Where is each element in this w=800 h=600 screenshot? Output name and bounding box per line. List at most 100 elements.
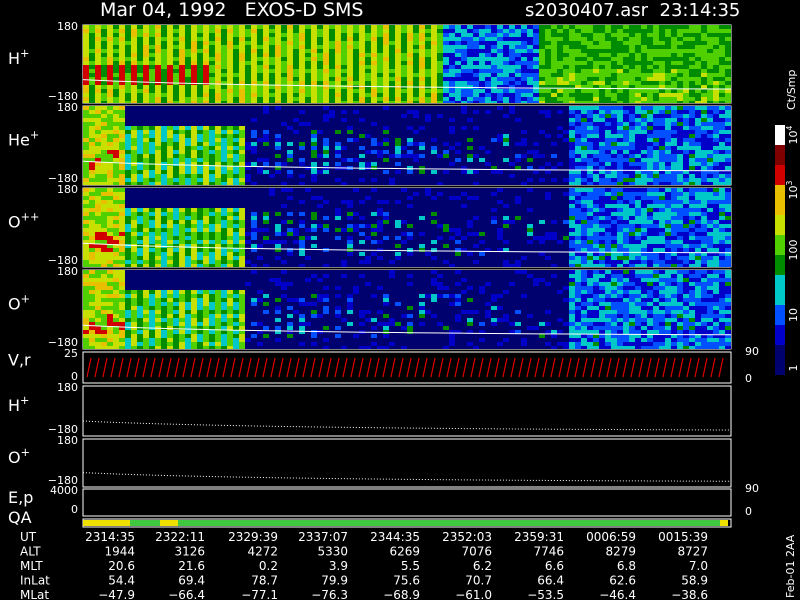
- spectrogram-cell: [275, 240, 281, 244]
- spectrogram-cell: [239, 170, 245, 174]
- spectrogram-cell: [371, 53, 377, 57]
- spectrogram-cell: [659, 182, 665, 185]
- spectrogram-cell: [575, 134, 581, 138]
- spectrogram-cell: [515, 77, 521, 81]
- spectrogram-cell: [359, 37, 365, 41]
- spectrogram-cell: [713, 89, 719, 93]
- spectrogram-cell: [569, 174, 575, 178]
- spectrogram-cell: [161, 138, 167, 142]
- spectrogram-cell: [167, 97, 173, 101]
- spectrogram-cell: [389, 134, 395, 138]
- spectrogram-cell: [227, 188, 233, 192]
- spectrogram-cell: [587, 166, 593, 170]
- spectrogram-cell: [263, 37, 269, 41]
- spectrogram-cell: [161, 93, 167, 97]
- spectrogram-cell: [635, 41, 641, 45]
- spectrogram-cell: [227, 69, 233, 73]
- spectrogram-cell: [527, 65, 533, 69]
- spectrogram-cell: [491, 65, 497, 69]
- spectrogram-cell: [521, 150, 527, 154]
- spectrogram-cell: [83, 146, 89, 150]
- spectrogram-cell: [491, 77, 497, 81]
- spectrogram-cell: [413, 114, 419, 118]
- spectrogram-cell: [563, 174, 569, 178]
- spectrogram-cell: [173, 240, 179, 244]
- spectrogram-cell: [221, 134, 227, 138]
- spectrogram-cell: [227, 216, 233, 220]
- spectrogram-cell: [209, 174, 215, 178]
- spectrogram-cell: [365, 178, 371, 182]
- spectrogram-cell: [251, 200, 257, 204]
- spectrogram-cell: [101, 65, 107, 69]
- spectrogram-cell: [101, 236, 107, 240]
- spectrogram-cell: [251, 122, 257, 126]
- spectrogram-cell: [209, 110, 215, 114]
- spectrogram-cell: [563, 101, 569, 103]
- spectrogram-cell: [593, 25, 599, 29]
- spectrogram-cell: [683, 85, 689, 89]
- spectrogram-cell: [257, 182, 263, 185]
- spectrogram-cell: [653, 110, 659, 114]
- spectrogram-cell: [659, 49, 665, 53]
- spectrogram-cell: [563, 81, 569, 85]
- spectrogram-cell: [401, 73, 407, 77]
- spectrogram-cell: [173, 196, 179, 200]
- spectrogram-cell: [629, 37, 635, 41]
- spectrogram-cell: [725, 97, 731, 101]
- spectrogram-cell: [707, 142, 713, 146]
- spectrogram-cell: [605, 41, 611, 45]
- spectrogram-cell: [167, 53, 173, 57]
- spectrogram-cell: [119, 166, 125, 170]
- spectrogram-cell: [89, 81, 95, 85]
- spectrogram-cell: [701, 138, 707, 142]
- spectrogram-cell: [167, 244, 173, 248]
- spectrogram-cell: [239, 93, 245, 97]
- spectrogram-cell: [671, 37, 677, 41]
- spectrogram-cell: [83, 97, 89, 101]
- spectrogram-cell: [605, 53, 611, 57]
- spectrogram-cell: [113, 174, 119, 178]
- spectrogram-cell: [467, 150, 473, 154]
- spectrogram-cell: [239, 53, 245, 57]
- spectrogram-cell: [653, 49, 659, 53]
- spectrogram-cell: [275, 192, 281, 196]
- spectrogram-cell: [587, 122, 593, 126]
- spectrogram-cell: [569, 85, 575, 89]
- spectrogram-cell: [179, 41, 185, 45]
- spectrogram-cell: [665, 170, 671, 174]
- spectrogram-cell: [275, 232, 281, 236]
- spectrogram-cell: [245, 97, 251, 101]
- spectrogram-cell: [209, 81, 215, 85]
- spectrogram-cell: [461, 166, 467, 170]
- spectrogram-cell: [287, 118, 293, 122]
- spectrogram-cell: [179, 248, 185, 252]
- spectrogram-cell: [353, 138, 359, 142]
- spectrogram-cell: [437, 126, 443, 130]
- spectrogram-cell: [299, 118, 305, 122]
- spectrogram-cell: [725, 154, 731, 158]
- spectrogram-cell: [149, 45, 155, 49]
- spectrogram-cell: [473, 110, 479, 114]
- spectrogram-cell: [203, 45, 209, 49]
- spectrogram-cell: [659, 73, 665, 77]
- spectrogram-cell: [233, 188, 239, 192]
- spectrogram-cell: [461, 73, 467, 77]
- spectrogram-cell: [143, 182, 149, 185]
- spectrogram-cell: [521, 57, 527, 61]
- spectrogram-cell: [563, 49, 569, 53]
- spectrogram-cell: [539, 69, 545, 73]
- spectrogram-cell: [179, 256, 185, 260]
- spectrogram-cell: [119, 101, 125, 103]
- spectrogram-cell: [113, 196, 119, 200]
- spectrogram-cell: [395, 182, 401, 185]
- spectrogram-cell: [647, 154, 653, 158]
- spectrogram-cell: [557, 37, 563, 41]
- spectrogram-cell: [581, 106, 587, 110]
- spectrogram-cell: [83, 81, 89, 85]
- spectrogram-cell: [455, 97, 461, 101]
- spectrogram-cell: [125, 240, 131, 244]
- spectrogram-cell: [665, 57, 671, 61]
- spectrogram-cell: [293, 178, 299, 182]
- spectrogram-cell: [317, 130, 323, 134]
- spectrogram-cell: [341, 45, 347, 49]
